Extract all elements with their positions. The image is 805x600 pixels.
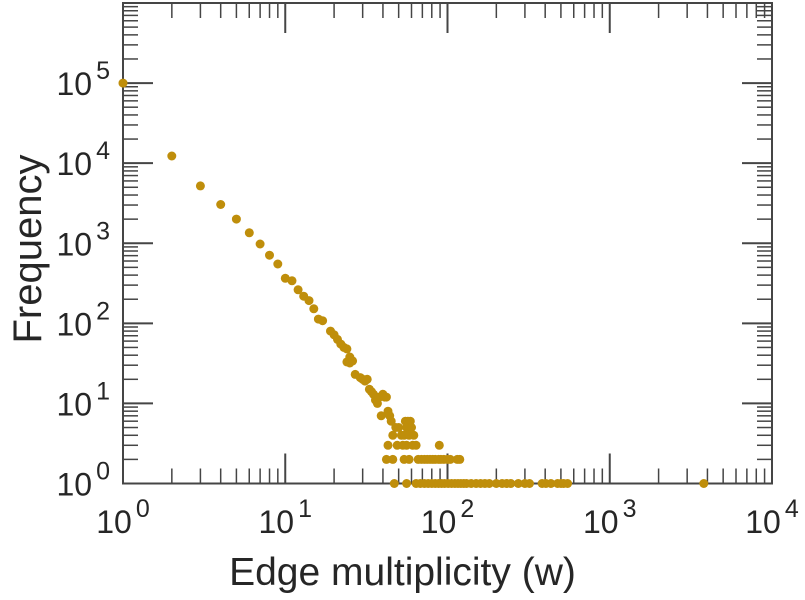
- y-axis-label: Frequency: [6, 154, 50, 344]
- data-point: [304, 296, 314, 306]
- data-point: [455, 454, 465, 464]
- data-point: [484, 479, 494, 488]
- data-point: [388, 454, 398, 464]
- data-point: [381, 392, 391, 402]
- data-point: [342, 344, 352, 354]
- data-point: [525, 479, 534, 488]
- data-point: [506, 479, 516, 488]
- y-tick-label: 10 0: [57, 458, 111, 503]
- x-tick-label: 10 3: [583, 495, 637, 540]
- data-point: [348, 356, 358, 366]
- y-tick-label: 10 2: [57, 297, 111, 342]
- data-point: [318, 316, 328, 326]
- scatter-series: [118, 78, 709, 488]
- y-tick-label: 10 5: [57, 57, 111, 102]
- data-point: [381, 454, 391, 464]
- data-point: [273, 259, 283, 269]
- data-point: [309, 304, 319, 314]
- data-point: [388, 430, 398, 440]
- x-tick-label: 10 0: [96, 495, 150, 540]
- data-point: [244, 228, 254, 238]
- data-point: [513, 479, 523, 488]
- data-point: [389, 479, 399, 488]
- data-point: [445, 454, 455, 464]
- data-point: [394, 423, 404, 432]
- plot-border: [122, 2, 773, 485]
- data-point: [563, 479, 573, 488]
- data-point: [231, 214, 241, 224]
- data-point: [409, 430, 419, 440]
- data-point: [386, 416, 396, 426]
- data-point: [411, 440, 421, 450]
- data-point: [118, 78, 128, 88]
- data-point: [404, 454, 414, 464]
- x-tick-label: 10 4: [745, 495, 799, 540]
- data-point: [167, 151, 177, 161]
- y-tick-label: 10 4: [57, 137, 111, 182]
- data-point: [699, 479, 709, 488]
- data-point: [293, 285, 303, 295]
- data-point: [362, 374, 372, 384]
- x-tick-label: 10 1: [259, 495, 313, 540]
- data-point: [546, 479, 556, 488]
- data-point: [195, 181, 205, 191]
- data-point: [407, 423, 416, 432]
- data-point: [376, 411, 386, 421]
- data-point: [255, 239, 265, 249]
- data-point: [383, 440, 393, 450]
- data-point: [265, 250, 274, 260]
- y-tick-label: 10 3: [57, 217, 111, 262]
- x-axis-label: Edge multiplicity (w): [229, 551, 576, 594]
- x-tick-label: 10 2: [421, 495, 475, 540]
- data-point: [216, 200, 226, 209]
- y-tick-label: 10 1: [57, 377, 111, 422]
- data-point: [287, 276, 297, 286]
- data-point: [434, 440, 444, 450]
- data-point: [402, 479, 412, 488]
